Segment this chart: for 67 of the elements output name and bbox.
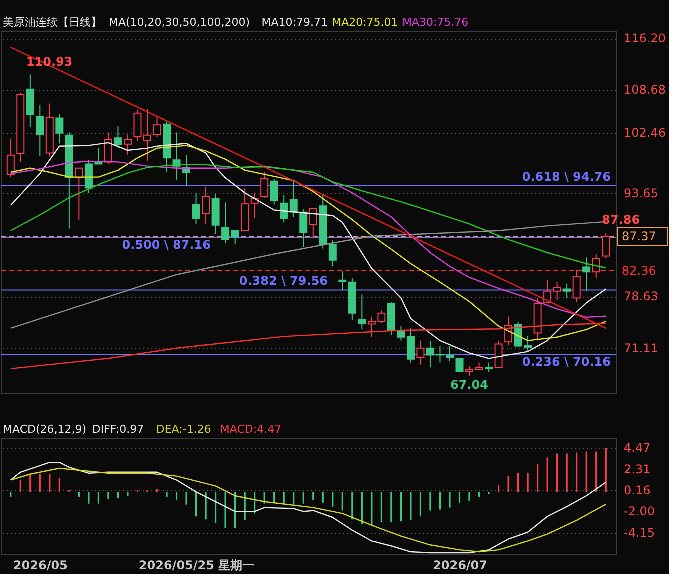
y-tick-label: 108.68 <box>624 83 666 98</box>
y-tick-label: -4.15 <box>624 526 656 540</box>
y-tick-label: 0.16 <box>624 483 651 498</box>
candlestick <box>582 257 591 292</box>
candlestick <box>153 117 162 138</box>
candlestick <box>397 326 406 342</box>
legend-title: MA(10,20,30,50,100,200) <box>109 16 250 29</box>
candlestick <box>466 366 474 377</box>
ref-line-label: 82.36 <box>622 264 656 278</box>
candlestick <box>104 132 112 165</box>
candlestick <box>328 240 337 268</box>
candlestick <box>563 283 572 299</box>
ref-line-label: 87.37 <box>622 230 656 244</box>
candlestick <box>134 109 142 142</box>
candlestick <box>114 126 122 148</box>
candlestick <box>592 254 600 279</box>
legend-title: MACD(26,12,9) <box>3 423 87 436</box>
candlestick <box>270 178 278 206</box>
y-tick-label: -2.00 <box>624 504 656 519</box>
candlestick <box>280 194 288 224</box>
candlestick <box>290 180 298 218</box>
candlestick <box>36 104 44 157</box>
y-tick-label: 71.11 <box>624 341 658 356</box>
ref-line-label: 0.500 \ 87.16 <box>122 238 211 252</box>
text: DEA:-1.26 <box>156 423 212 436</box>
ref-line-label: 0.618 \ 94.76 <box>522 170 611 184</box>
text: MACD:4.47 <box>220 423 282 436</box>
candlestick <box>56 114 64 144</box>
ref-line-label: 0.236 \ 70.16 <box>522 354 611 369</box>
y-tick-label: 2.31 <box>624 462 651 476</box>
candlestick <box>143 108 152 162</box>
y-tick-label: 78.63 <box>624 290 658 304</box>
x-tick-label: 2026/05 <box>13 558 68 572</box>
candlestick <box>602 232 610 259</box>
annotation: 87.86 <box>602 213 640 228</box>
candlestick <box>572 270 581 303</box>
candlestick <box>494 340 503 368</box>
candlestick <box>485 362 494 373</box>
y-tick-label: 4.47 <box>624 441 651 456</box>
candlestick <box>446 346 454 362</box>
candlestick <box>358 294 366 330</box>
candlestick <box>309 208 318 238</box>
x-tick-label: 2026/05/25 星期一 <box>138 558 255 572</box>
text: MA10:79.71 <box>262 16 328 29</box>
text: MA30:75.76 <box>402 16 469 29</box>
text: MA20:75.01 <box>332 16 398 29</box>
candlestick <box>6 138 15 178</box>
candlestick <box>192 192 200 225</box>
candlestick <box>456 358 464 372</box>
y-tick-label: 93.65 <box>624 186 658 200</box>
candlestick <box>222 202 230 244</box>
candlestick <box>406 328 415 364</box>
candlestick <box>231 230 240 246</box>
candlestick <box>124 134 132 156</box>
annotation: 67.04 <box>450 378 488 392</box>
x-tick-label: 2026/07 <box>433 558 488 572</box>
chart-title: 美原油连续【日线】 <box>3 16 102 29</box>
y-tick-label: 116.20 <box>624 32 666 46</box>
text: DIFF:0.97 <box>92 423 144 436</box>
candlestick <box>202 186 210 225</box>
candlestick <box>172 132 181 181</box>
candlestick <box>553 282 562 301</box>
ref-line-label: 0.382 \ 79.56 <box>239 274 328 288</box>
candlestick <box>260 172 269 198</box>
candlestick <box>300 209 308 248</box>
candlestick <box>416 340 425 366</box>
y-tick-label: 102.46 <box>624 126 666 140</box>
